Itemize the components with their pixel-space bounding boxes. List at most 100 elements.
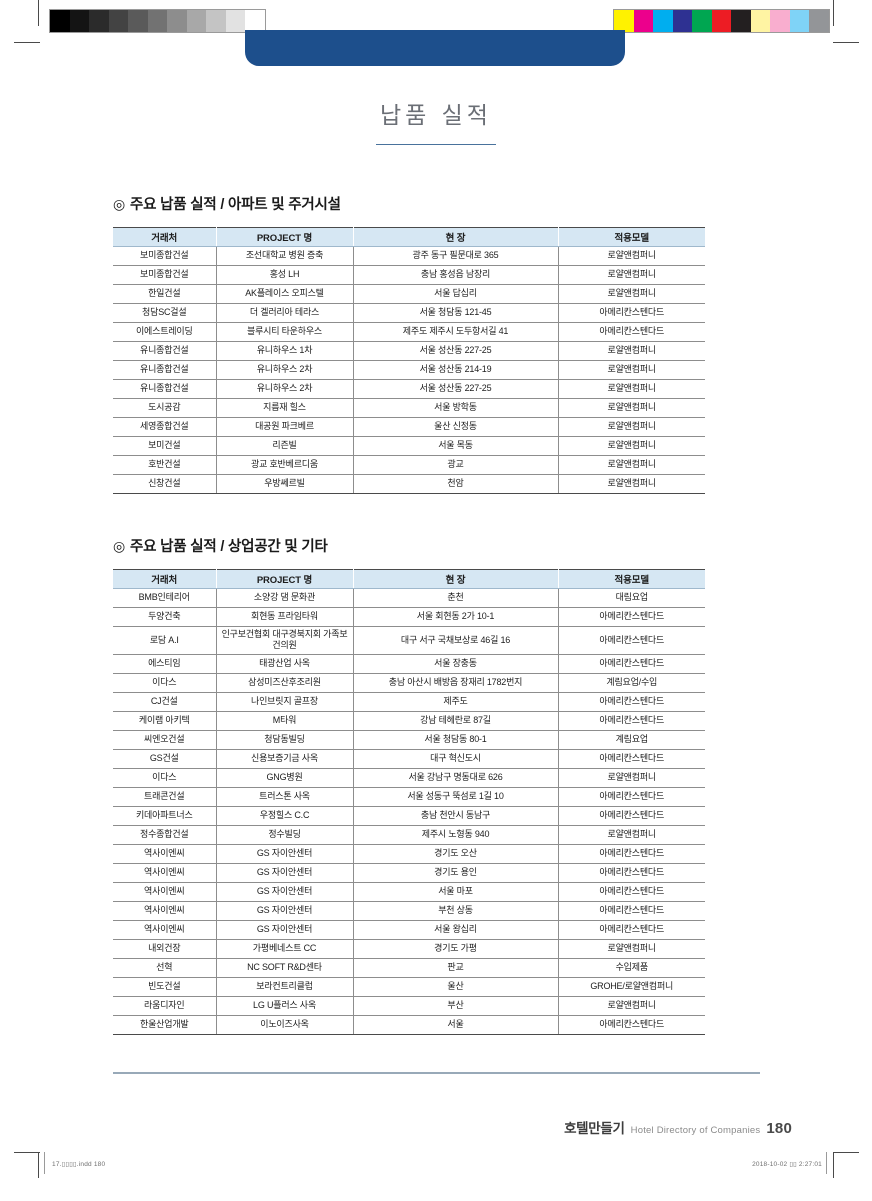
cell-model: 로얄앤컴퍼니	[557, 284, 705, 304]
swatch-0	[614, 10, 634, 32]
cell-model: 아메리칸스텐다드	[557, 787, 705, 807]
cell-project: GS 자이안센터	[215, 920, 353, 940]
swatch-7	[750, 10, 770, 32]
cell-site: 제주도	[352, 692, 558, 712]
cell-model: 아메리칸스텐다드	[557, 654, 705, 674]
cell-client: 보미건설	[113, 436, 216, 456]
cell-client: 보미종합건설	[113, 246, 216, 266]
cell-client: 유니종합건설	[113, 379, 216, 399]
title-underline	[376, 144, 496, 145]
column-header-site: 현 장	[352, 569, 559, 589]
cell-site: 대구 서구 국채보상로 46길 16	[352, 626, 558, 655]
cell-client: 에스티임	[113, 654, 216, 674]
cell-site: 충남 홍성읍 남장리	[352, 265, 558, 285]
column-header-client: 거래처	[113, 227, 217, 247]
column-header-model: 적용모델	[557, 569, 705, 589]
cell-site: 서울	[352, 1015, 558, 1035]
cell-project: 우방쎄르빌	[215, 474, 353, 494]
crop-mark-bottom-left-v	[38, 1152, 39, 1178]
footer-brand-en: Hotel Directory of Companies	[630, 1125, 761, 1136]
table-row: 유니종합건설 유니하우스 2차 서울 성산동 214-19 로얄앤컴퍼니	[113, 360, 705, 380]
cell-project: 소양강 댐 문화관	[215, 588, 353, 608]
table-row: 두양건축 회현동 프라임타워 서울 회현동 2가 10-1 아메리칸스텐다드	[113, 607, 705, 627]
table-row: CJ건설 나인브릿지 골프장 제주도 아메리칸스텐다드	[113, 692, 705, 712]
footer-brand-ko: 호텔만들기	[564, 1121, 625, 1136]
crop-mark-top-right-h	[833, 42, 859, 43]
cell-model: 로얄앤컴퍼니	[557, 939, 705, 959]
footer-page-number: 180	[766, 1120, 792, 1137]
cell-client: 청담SC걸설	[113, 303, 216, 323]
table-header-row: 거래처 PROJECT 명 현 장 적용모델	[113, 569, 705, 589]
cell-site: 제주시 노형동 940	[352, 825, 558, 845]
swatch-4	[128, 10, 148, 32]
section-commercial: ◎ 주요 납품 실적 / 상업공간 및 기타 거래처 PROJECT 명 현 장…	[113, 535, 705, 1035]
cell-site: 서울 청담동 80-1	[352, 730, 558, 750]
cell-project: 지름재 힐스	[215, 398, 353, 418]
cell-project: GS 자이안센터	[215, 901, 353, 921]
cell-model: 아메리칸스텐다드	[557, 1015, 705, 1035]
print-slug-timestamp: 2018-10-02 ▯▯ 2:27:01	[752, 1161, 822, 1168]
table-row: 케이램 아키텍 M타워 강남 테헤란로 87길 아메리칸스텐다드	[113, 711, 705, 731]
cell-client: 키데아파트너스	[113, 806, 216, 826]
cell-client: BMB인테리어	[113, 588, 216, 608]
cell-client: 보미종합건설	[113, 265, 216, 285]
cell-project: GS 자이안센터	[215, 882, 353, 902]
delivery-table-body-apartments: 보미종합건설 조선대학교 병원 증축 광주 동구 필문대로 365 로얄앤컴퍼니 보미종…	[113, 246, 705, 494]
cell-model: 수입제품	[557, 958, 705, 978]
cell-site: 서울 청담동 121-45	[352, 303, 558, 323]
cell-model: 로얄앤컴퍼니	[557, 246, 705, 266]
cell-project: 정수빌딩	[215, 825, 353, 845]
cell-model: 아메리칸스텐다드	[557, 844, 705, 864]
cell-site: 서울 답십리	[352, 284, 558, 304]
cell-model: 로얄앤컴퍼니	[557, 436, 705, 456]
cell-site: 서울 목동	[352, 436, 558, 456]
table-header-row: 거래처 PROJECT 명 현 장 적용모델	[113, 227, 705, 247]
cell-project: GNG병원	[215, 768, 353, 788]
cell-model: 아메리칸스텐다드	[557, 882, 705, 902]
cell-project: 이노이즈사옥	[215, 1015, 353, 1035]
delivery-table-body-commercial: BMB인테리어 소양강 댐 문화관 춘천 대림요업 두양건축 회현동 프라임타워 서울 회현…	[113, 588, 705, 1035]
cell-site: 강남 테헤란로 87길	[352, 711, 558, 731]
swatch-0	[50, 10, 70, 32]
page-title-block: 납품 실적	[0, 96, 872, 145]
swatch-10	[245, 10, 265, 32]
cell-model: 아메리칸스텐다드	[557, 863, 705, 883]
cell-model: 아메리칸스텐다드	[557, 692, 705, 712]
table-row: 보미종합건설 조선대학교 병원 증축 광주 동구 필문대로 365 로얄앤컴퍼니	[113, 246, 705, 266]
crop-mark-top-left-v	[38, 0, 39, 26]
column-header-site: 현 장	[352, 227, 559, 247]
cell-model: 아메리칸스텐다드	[557, 322, 705, 342]
cell-client: 씨엔오건설	[113, 730, 216, 750]
swatch-6	[167, 10, 187, 32]
cell-model: 계림요업/수입	[557, 673, 705, 693]
circle-target-icon: ◎	[113, 537, 126, 554]
table-row: 빈도건설 보라컨트리클럽 울산 GROHE/로얄앤컴퍼니	[113, 977, 705, 997]
cell-model: 로얄앤컴퍼니	[557, 398, 705, 418]
cell-model: 로얄앤컴퍼니	[557, 825, 705, 845]
cell-project: M타워	[215, 711, 353, 731]
cell-model: 로얄앤컴퍼니	[557, 996, 705, 1016]
delivery-table-apartments: 거래처 PROJECT 명 현 장 적용모델 보미종합건설 조선대학교 병원 증축…	[113, 227, 705, 494]
table-row: 키데아파트너스 우정힐스 C.C 충남 천안시 동남구 아메리칸스텐다드	[113, 806, 705, 826]
slug-separator-right	[826, 1152, 827, 1174]
cell-client: 역사이엔씨	[113, 920, 216, 940]
cell-site: 울산	[352, 977, 558, 997]
cell-model: 아메리칸스텐다드	[557, 806, 705, 826]
cell-model: 로얄앤컴퍼니	[557, 360, 705, 380]
crop-mark-bottom-left-h	[14, 1152, 40, 1153]
cell-site: 경기도 용인	[352, 863, 558, 883]
column-header-client: 거래처	[113, 569, 217, 589]
cell-client: 이다스	[113, 673, 216, 693]
cell-model: 로얄앤컴퍼니	[557, 417, 705, 437]
header-tab-decoration	[245, 30, 625, 66]
cell-client: 이다스	[113, 768, 216, 788]
section-heading-label: 주요 납품 실적 / 상업공간 및 기타	[130, 539, 328, 555]
table-row: 도시공감 지름재 힐스 서울 방학동 로얄앤컴퍼니	[113, 398, 705, 418]
swatch-2	[89, 10, 109, 32]
cell-client: 세영종합건설	[113, 417, 216, 437]
swatch-5	[147, 10, 167, 32]
cell-site: 경기도 오산	[352, 844, 558, 864]
cell-client: 정수종합건설	[113, 825, 216, 845]
cell-project: 태광산업 사옥	[215, 654, 353, 674]
cell-site: 서울 왕십리	[352, 920, 558, 940]
